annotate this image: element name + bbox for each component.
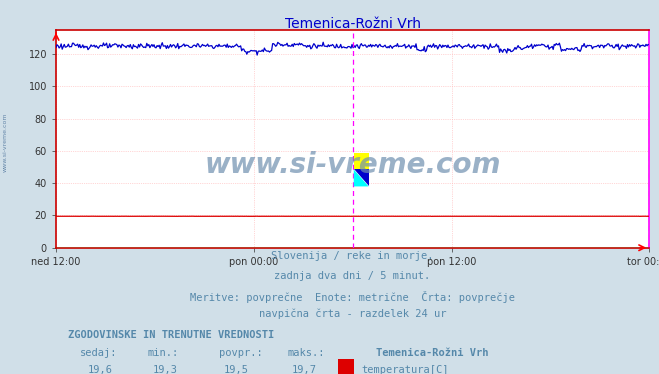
Text: 19,3: 19,3 [153,365,178,374]
Text: Slovenija / reke in morje.: Slovenija / reke in morje. [272,251,434,261]
Text: povpr.:: povpr.: [219,348,263,358]
Text: Temenica-Rožni Vrh: Temenica-Rožni Vrh [285,17,420,31]
Text: 19,5: 19,5 [224,365,249,374]
Text: navpična črta - razdelek 24 ur: navpična črta - razdelek 24 ur [259,309,446,319]
Text: 19,6: 19,6 [88,365,112,374]
Text: temperatura[C]: temperatura[C] [361,365,449,374]
Text: 19,7: 19,7 [292,365,317,374]
Text: min.:: min.: [148,348,179,358]
Text: maks.:: maks.: [287,348,325,358]
Text: sedaj:: sedaj: [80,348,117,358]
Text: Temenica-Rožni Vrh: Temenica-Rožni Vrh [376,348,489,358]
Text: www.si-vreme.com: www.si-vreme.com [204,151,501,179]
Text: ZGODOVINSKE IN TRENUTNE VREDNOSTI: ZGODOVINSKE IN TRENUTNE VREDNOSTI [68,330,274,340]
Polygon shape [354,169,368,186]
Text: zadnja dva dni / 5 minut.: zadnja dva dni / 5 minut. [274,271,431,281]
Text: Meritve: povprečne  Enote: metrične  Črta: povprečje: Meritve: povprečne Enote: metrične Črta:… [190,291,515,303]
Bar [338,359,355,374]
Bar [354,153,368,169]
Polygon shape [354,169,368,186]
Text: www.si-vreme.com: www.si-vreme.com [3,112,8,172]
